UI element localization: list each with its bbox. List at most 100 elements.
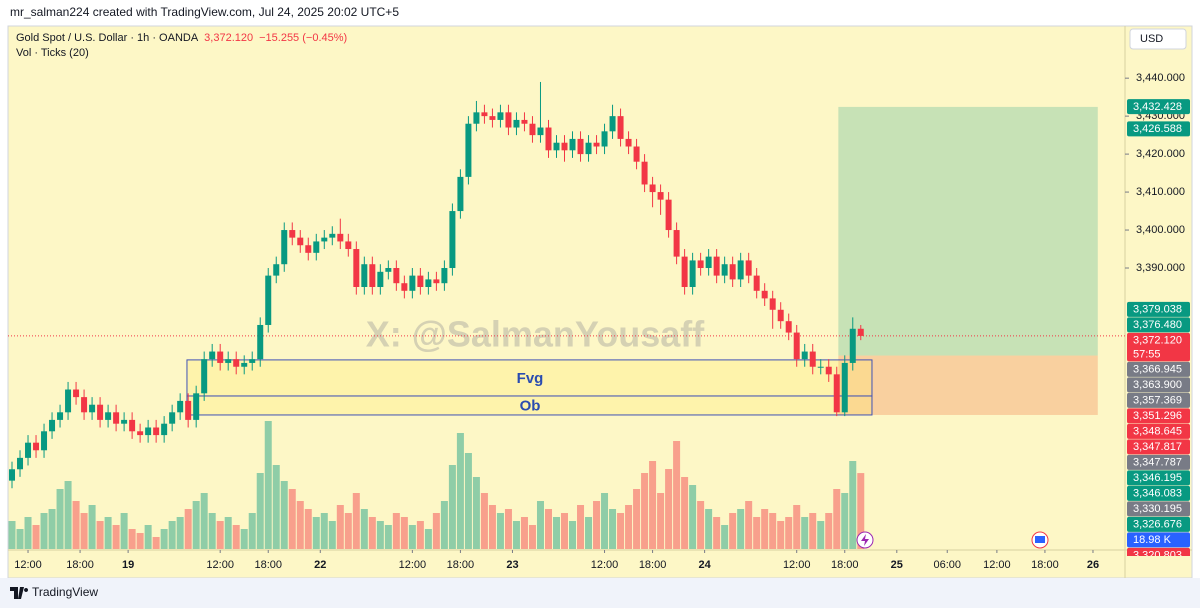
volume-bar <box>456 433 464 549</box>
candle-body <box>417 275 424 287</box>
footer-brand: TradingView <box>32 585 98 599</box>
volume-bar <box>480 493 488 549</box>
x-tick-label: 26 <box>1087 559 1099 571</box>
x-tick-label: 19 <box>122 559 134 571</box>
candle-body <box>705 256 712 269</box>
candle-body <box>289 230 296 238</box>
candle-body <box>505 112 512 128</box>
candle-body <box>121 419 128 424</box>
watermark: X: @SalmanYousaff <box>366 314 706 355</box>
price-label-box <box>1127 470 1190 486</box>
x-tick-label: 12:00 <box>206 559 234 571</box>
profit-zone <box>838 106 1098 356</box>
x-tick-label: 25 <box>891 559 903 571</box>
candle-body <box>33 442 40 451</box>
currency[interactable]: USD <box>1140 33 1163 45</box>
volume-bar <box>512 521 520 549</box>
candle-body <box>537 127 544 136</box>
candle-body <box>129 419 136 432</box>
candle-body <box>561 142 568 151</box>
volume-bar <box>368 517 376 549</box>
volume-bar <box>40 513 48 549</box>
volume-bar <box>609 509 617 549</box>
candle-body <box>425 279 432 287</box>
volume-bar <box>841 493 849 549</box>
x-tick-label: 12:00 <box>399 559 427 571</box>
price-label: 3,326.676 <box>1133 519 1182 531</box>
price-label-box <box>1127 99 1190 115</box>
volume-bar <box>384 525 392 549</box>
candle-body <box>361 264 368 287</box>
volume-bar <box>24 517 32 549</box>
currency-button[interactable] <box>1129 28 1187 50</box>
volume-bar <box>753 517 761 549</box>
candle-body <box>329 233 336 238</box>
price-label: 3,357.369 <box>1133 395 1182 407</box>
volume-bar <box>665 469 673 549</box>
volume-bar <box>8 521 16 549</box>
price-label-box <box>1127 485 1190 501</box>
price-label-box <box>1127 532 1190 548</box>
volume-bar <box>729 513 737 549</box>
price-label: 3,346.195 <box>1133 472 1182 484</box>
volume-bar <box>721 525 729 549</box>
candle-body <box>777 309 784 322</box>
candle-body <box>545 127 552 151</box>
volume-bar <box>360 509 368 549</box>
volume-bar <box>152 537 160 549</box>
candle-body <box>65 389 72 413</box>
volume-bar <box>601 493 609 549</box>
volume-bar <box>192 501 200 549</box>
candle-body <box>369 264 376 287</box>
zone-box <box>186 359 873 397</box>
volume-bar <box>88 505 96 549</box>
volume-bar <box>593 501 601 549</box>
candle-body <box>857 328 864 336</box>
price-label: 3,348.645 <box>1133 426 1182 438</box>
candle-body <box>265 275 272 325</box>
candle-body <box>825 366 832 375</box>
x-tick-label: 12:00 <box>783 559 811 571</box>
volume-bar <box>328 521 336 549</box>
volume-bar <box>689 485 697 549</box>
volume-bar <box>352 493 360 549</box>
volume-bar <box>673 441 681 549</box>
y-tick-label: 3,400.000 <box>1136 224 1185 236</box>
symbol: Gold Spot / U.S. Dollar · 1h · OANDA <box>16 32 199 44</box>
volume-bar <box>16 529 24 549</box>
price-label: 3,379.038 <box>1133 304 1182 316</box>
candle-body <box>761 290 768 299</box>
price-label: 3,351.296 <box>1133 410 1182 422</box>
volume-bar <box>80 513 88 549</box>
volume-bar <box>577 505 585 549</box>
candle-body <box>673 230 680 257</box>
price-label-box <box>1127 408 1190 424</box>
volume-bar <box>488 505 496 549</box>
candle-body <box>161 423 168 436</box>
volume-bar <box>472 477 480 549</box>
volume-bar <box>232 525 240 549</box>
candle-body <box>73 389 80 398</box>
candle-body <box>593 142 600 147</box>
volume-bar <box>424 529 432 549</box>
price-label-box <box>1127 501 1190 517</box>
candle-body <box>353 249 360 287</box>
candle-body <box>17 457 24 470</box>
attribution: mr_salman224 created with TradingView.co… <box>10 5 399 19</box>
volume-bar <box>528 525 536 549</box>
plot-area: Fvg Ob <box>8 81 1125 549</box>
candle-body <box>577 138 584 155</box>
candle-body <box>689 260 696 287</box>
volume-bar <box>777 521 785 549</box>
candle-body <box>817 366 824 368</box>
candle-body <box>81 397 88 413</box>
candle-body <box>337 233 344 242</box>
volume-bar <box>304 509 312 549</box>
countdown: 57:55 <box>1133 348 1161 360</box>
price-label: 3,320.803 <box>1133 550 1182 562</box>
volume-bar <box>801 517 809 549</box>
candle-body <box>833 374 840 413</box>
candle-body <box>377 271 384 287</box>
header-bar <box>0 0 1200 26</box>
volume-bar <box>641 473 649 549</box>
